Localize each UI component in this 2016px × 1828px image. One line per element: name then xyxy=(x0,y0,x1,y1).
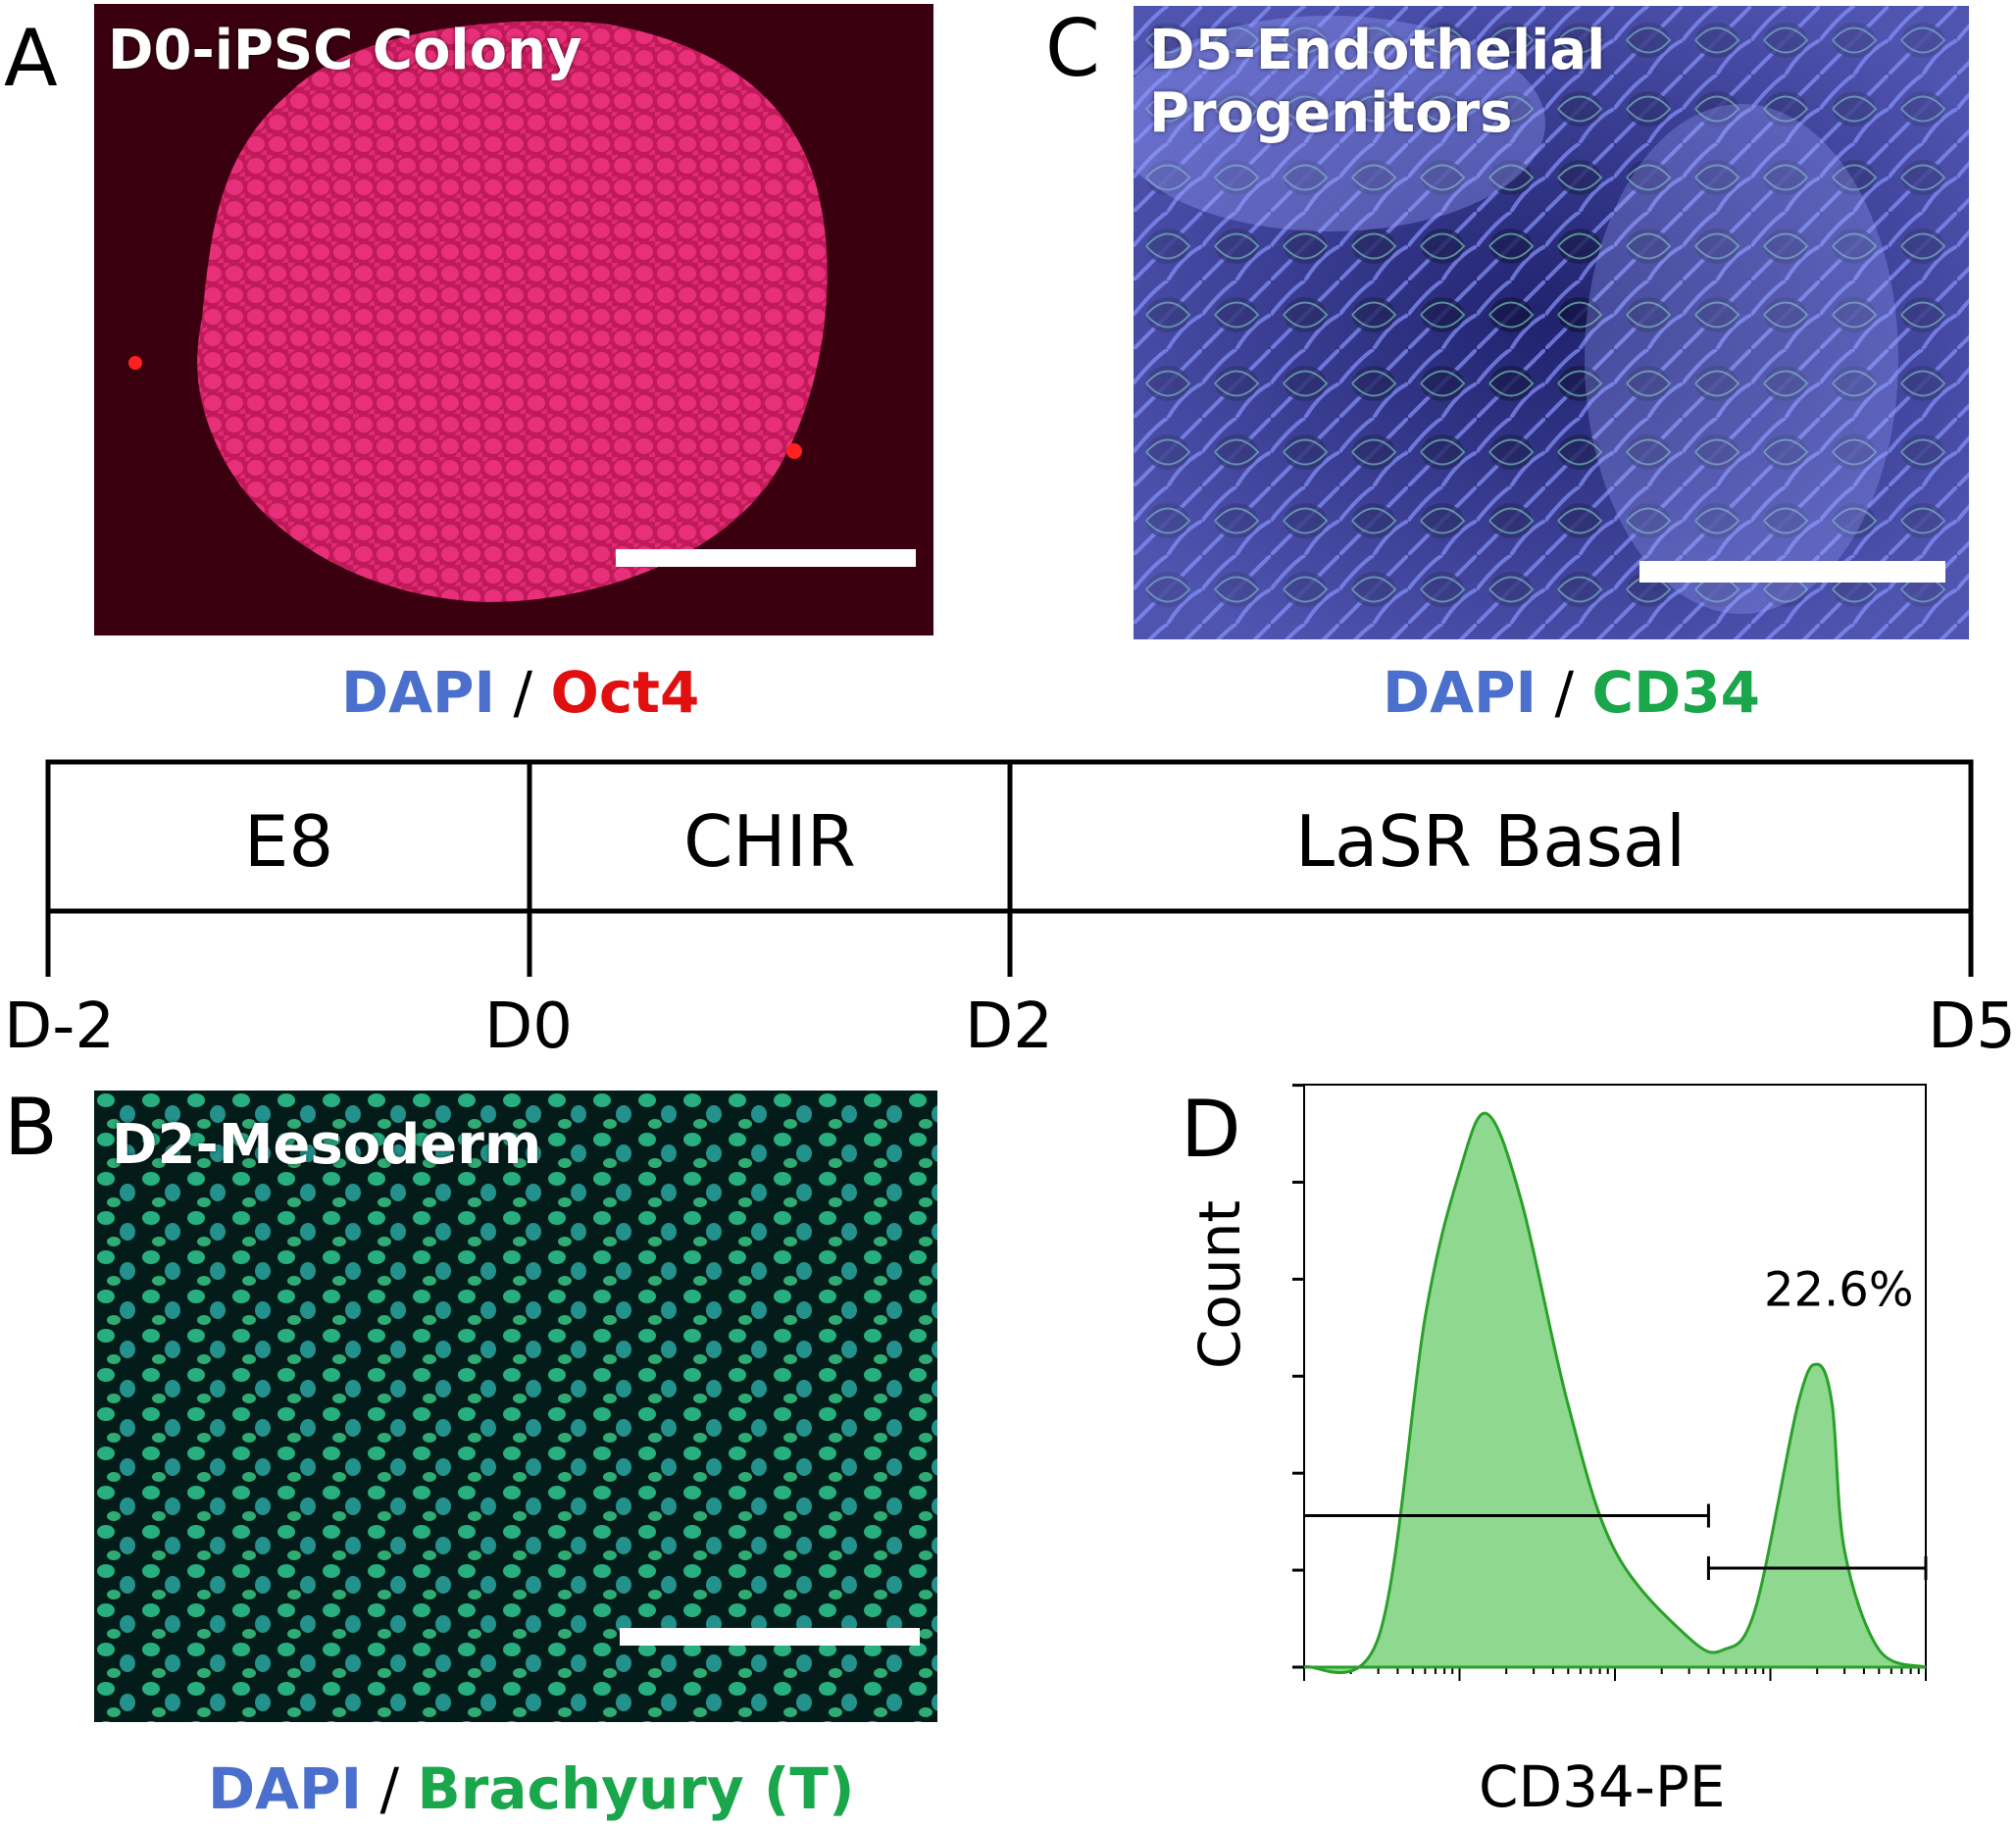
panel-c-stain-legend: DAPI / CD34 xyxy=(1383,659,1760,726)
stage-e8: E8 xyxy=(243,800,334,883)
panel-a-micrograph: D0-iPSC Colony xyxy=(94,4,933,635)
day-d0: D0 xyxy=(484,990,573,1063)
timeline-frame xyxy=(45,759,1974,977)
panel-b-scale-bar xyxy=(620,1628,920,1646)
day-d5: D5 xyxy=(1928,990,2016,1063)
panel-b-stain-legend: DAPI / Brachyury (T) xyxy=(208,1755,854,1822)
panel-b-micrograph: D2-Mesoderm xyxy=(94,1091,937,1722)
day-d2: D2 xyxy=(965,990,1053,1063)
panel-a-scale-bar xyxy=(616,549,916,567)
dapi-label: DAPI xyxy=(208,1755,363,1822)
brachyury-label: Brachyury (T) xyxy=(417,1755,855,1822)
oct4-label: Oct4 xyxy=(550,659,700,726)
panel-a-colony-image xyxy=(128,21,828,603)
flow-histogram: 22.6% xyxy=(1292,1084,1928,1681)
panel-a-letter: A xyxy=(4,13,58,104)
stage-chir: CHIR xyxy=(683,800,856,883)
panel-c-letter: C xyxy=(1045,3,1100,94)
x-axis-label: CD34-PE xyxy=(1479,1753,1726,1820)
y-axis-label: Count xyxy=(1186,1199,1253,1370)
stage-lasr-basal: LaSR Basal xyxy=(1294,800,1686,883)
cd34-label: CD34 xyxy=(1591,659,1760,726)
panel-c-title-line1: D5-Endothelial xyxy=(1149,19,1606,82)
panel-b-title: D2-Mesoderm xyxy=(112,1113,542,1177)
protocol-timeline: E8 CHIR LaSR Basal D-2 D0 D2 D5 xyxy=(0,755,2016,1069)
stain-separator: / xyxy=(1537,659,1592,726)
panel-c-title-line2: Progenitors xyxy=(1149,81,1513,146)
day-d-minus-2: D-2 xyxy=(4,990,116,1063)
panel-c-title: D5-Endothelial Progenitors xyxy=(1149,19,1606,146)
dapi-label: DAPI xyxy=(1383,659,1537,726)
panel-c-scale-bar xyxy=(1639,561,1945,583)
stain-separator: / xyxy=(362,1755,418,1822)
panel-b-mesoderm-image xyxy=(94,1091,937,1722)
dapi-label: DAPI xyxy=(341,659,496,726)
stain-separator: / xyxy=(495,659,551,726)
panel-c-network-image xyxy=(1134,6,1969,639)
gate-percentage-label: 22.6% xyxy=(1764,1263,1913,1318)
panel-b-letter: B xyxy=(4,1082,58,1173)
panel-a-stain-legend: DAPI / Oct4 xyxy=(341,659,699,726)
panel-c-micrograph: D5-Endothelial Progenitors xyxy=(1134,6,1969,639)
panel-a-title: D0-iPSC Colony xyxy=(108,19,582,82)
histogram-area xyxy=(1303,1111,1927,1675)
panel-d-letter: D xyxy=(1181,1084,1241,1175)
